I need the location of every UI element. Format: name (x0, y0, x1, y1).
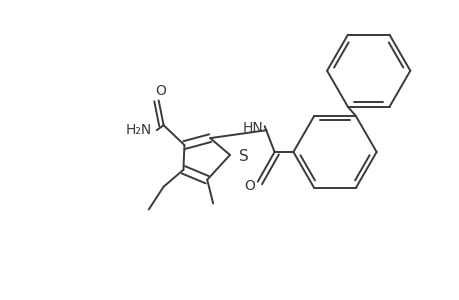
Text: O: O (155, 84, 166, 98)
Text: HN: HN (242, 121, 263, 135)
Text: S: S (239, 149, 248, 164)
Text: O: O (244, 179, 255, 193)
Text: H₂N: H₂N (125, 123, 151, 137)
